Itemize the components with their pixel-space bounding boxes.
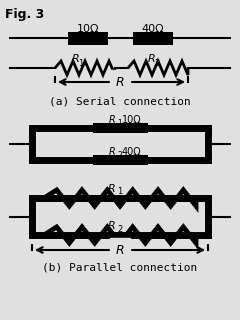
- Text: 10Ω: 10Ω: [77, 24, 99, 34]
- Text: R: R: [107, 184, 115, 194]
- Bar: [92, 155, 148, 165]
- Text: R: R: [107, 221, 115, 231]
- Text: 1: 1: [117, 118, 122, 127]
- Text: R: R: [116, 244, 124, 257]
- Text: 1: 1: [117, 188, 122, 196]
- Text: Fig. 3: Fig. 3: [5, 8, 44, 21]
- Text: 40Ω: 40Ω: [142, 24, 164, 34]
- Text: 2: 2: [154, 59, 159, 68]
- Text: 10Ω: 10Ω: [122, 115, 142, 125]
- Bar: [133, 31, 173, 44]
- Text: R: R: [116, 76, 124, 89]
- Text: R: R: [72, 54, 80, 64]
- Text: 2: 2: [117, 225, 122, 234]
- Text: R: R: [108, 147, 115, 157]
- Text: 40Ω: 40Ω: [122, 147, 142, 157]
- Bar: [92, 123, 148, 133]
- Bar: [68, 31, 108, 44]
- Text: 2: 2: [117, 150, 122, 159]
- Text: (b) Parallel connection: (b) Parallel connection: [42, 262, 198, 272]
- Text: (a) Serial connection: (a) Serial connection: [49, 96, 191, 106]
- Text: 1: 1: [78, 59, 83, 68]
- Text: R: R: [148, 54, 156, 64]
- Text: R: R: [108, 115, 115, 125]
